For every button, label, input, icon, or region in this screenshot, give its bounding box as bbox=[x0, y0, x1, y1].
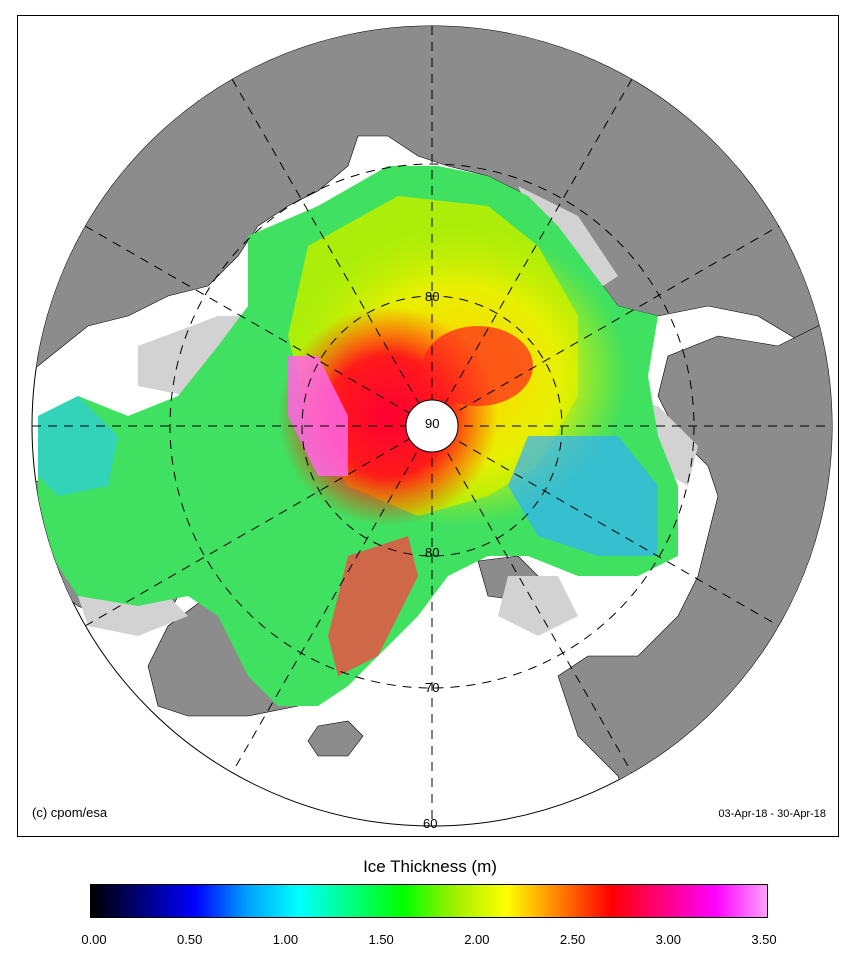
lat-label-70: 70 bbox=[425, 680, 439, 695]
colorbar-tick-label: 2.00 bbox=[464, 932, 490, 947]
arctic-ice-map: 90 80 80 70 60 bbox=[31, 25, 833, 831]
colorbar-tick-label: 1.50 bbox=[368, 932, 394, 947]
ice-thickness-field bbox=[38, 166, 678, 706]
colorbar-tick-label: 2.50 bbox=[559, 932, 586, 947]
colorbar-tick-label: 0.00 bbox=[81, 932, 107, 947]
colorbar-tick-label: 3.50 bbox=[751, 932, 777, 947]
colorbar-tick-label: 0.50 bbox=[177, 932, 203, 947]
colorbar-tick-label: 3.00 bbox=[655, 932, 681, 947]
pole-hole bbox=[405, 399, 459, 453]
colorbar bbox=[90, 884, 768, 918]
date-range: 03-Apr-18 - 30-Apr-18 bbox=[718, 808, 826, 820]
copyright-credit: (c) cpom/esa bbox=[32, 805, 108, 820]
lat-label-60: 60 bbox=[423, 816, 437, 831]
lat-label-90: 90 bbox=[425, 416, 439, 431]
colorbar-ticks: 0.00 0.50 1.00 1.50 2.00 2.50 3.00 3.50 bbox=[0, 932, 860, 952]
lat-label-80-bottom: 80 bbox=[425, 545, 439, 560]
colorbar-title: Ice Thickness (m) bbox=[363, 857, 497, 876]
colorbar-tick-label: 1.00 bbox=[272, 932, 299, 947]
map-panel: 90 80 80 70 60 (c) cpom/esa 03-Apr-18 - … bbox=[17, 15, 839, 837]
lat-label-80-top: 80 bbox=[425, 289, 439, 304]
